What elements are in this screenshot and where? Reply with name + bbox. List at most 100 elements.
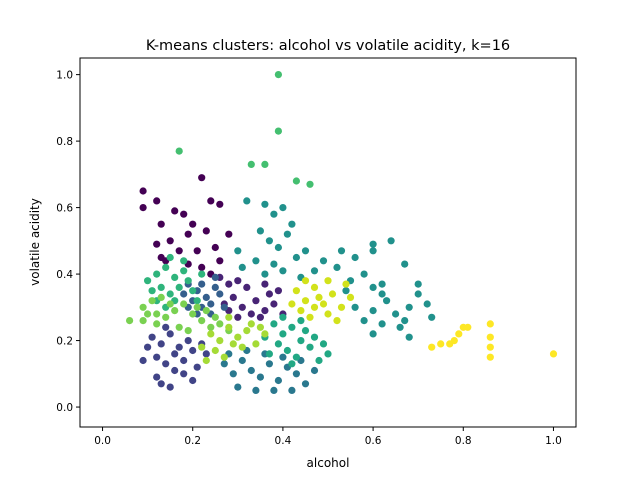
data-point xyxy=(292,370,300,378)
data-point xyxy=(171,350,179,358)
data-point xyxy=(288,300,296,308)
data-point xyxy=(279,330,287,338)
data-point xyxy=(270,260,278,268)
data-point xyxy=(157,340,165,348)
data-point xyxy=(180,370,188,378)
data-point xyxy=(126,317,134,325)
data-point xyxy=(486,343,494,351)
data-point xyxy=(301,327,310,335)
data-point xyxy=(401,260,409,268)
data-point xyxy=(175,147,183,155)
data-point xyxy=(238,356,246,365)
data-point xyxy=(189,220,197,228)
data-point xyxy=(189,310,197,318)
data-point xyxy=(229,293,237,301)
data-point xyxy=(157,283,165,291)
data-point xyxy=(337,247,346,255)
data-point xyxy=(279,353,287,361)
data-point xyxy=(301,380,310,388)
data-point xyxy=(396,323,404,331)
data-point xyxy=(193,303,201,311)
data-point xyxy=(292,253,300,262)
data-point xyxy=(256,373,264,381)
data-point xyxy=(310,267,319,275)
x-tick-label: 0.2 xyxy=(184,435,201,447)
data-point xyxy=(261,200,269,208)
data-point xyxy=(166,237,174,245)
plot-frame xyxy=(79,57,577,428)
data-point xyxy=(279,267,287,275)
data-point xyxy=(306,180,314,188)
data-point xyxy=(270,386,278,394)
data-point xyxy=(171,207,179,215)
data-point xyxy=(139,303,147,311)
data-point xyxy=(211,273,219,281)
data-point xyxy=(265,350,273,358)
data-point xyxy=(292,177,300,185)
data-point xyxy=(319,340,328,348)
data-point xyxy=(184,277,192,285)
x-tick-label: 0.8 xyxy=(455,435,472,447)
data-point xyxy=(207,300,215,308)
data-point xyxy=(288,386,296,394)
data-point xyxy=(383,297,391,305)
data-point xyxy=(234,383,242,391)
data-point xyxy=(274,287,282,295)
y-axis-label: volatile acidity xyxy=(28,198,42,286)
data-point xyxy=(288,360,296,368)
data-point xyxy=(207,197,215,205)
data-point xyxy=(166,383,174,391)
data-point xyxy=(220,353,228,361)
data-point xyxy=(243,197,251,205)
data-point xyxy=(202,356,210,365)
data-point xyxy=(198,343,206,351)
data-point xyxy=(369,247,377,255)
data-point xyxy=(153,197,161,205)
data-point xyxy=(252,386,260,394)
data-point xyxy=(198,174,206,182)
data-point xyxy=(378,320,386,328)
data-point xyxy=(414,290,422,298)
data-point xyxy=(261,270,269,278)
data-point xyxy=(229,370,237,378)
data-point xyxy=(162,360,170,368)
data-point xyxy=(324,310,332,318)
data-point xyxy=(310,303,319,311)
data-point xyxy=(270,300,278,308)
y-tick-label: 0.6 xyxy=(56,203,73,215)
data-point xyxy=(369,307,377,315)
data-point xyxy=(297,307,305,315)
data-point xyxy=(265,290,273,298)
data-point xyxy=(378,290,386,298)
data-point xyxy=(157,220,165,228)
data-point xyxy=(171,307,179,315)
data-point xyxy=(207,323,215,331)
data-point xyxy=(229,340,237,348)
data-point xyxy=(153,353,161,361)
x-tick-label: 0.4 xyxy=(275,435,292,447)
data-point xyxy=(283,230,291,238)
data-point xyxy=(216,290,224,298)
data-point xyxy=(211,283,219,291)
data-point xyxy=(202,293,210,301)
data-point xyxy=(346,293,355,301)
data-point xyxy=(310,366,319,375)
data-point xyxy=(252,297,260,305)
data-point xyxy=(279,313,287,321)
data-point xyxy=(184,230,192,238)
data-point xyxy=(437,340,445,348)
data-point xyxy=(166,330,174,338)
data-point xyxy=(274,340,282,348)
data-point xyxy=(310,283,319,291)
data-point xyxy=(166,300,174,308)
data-point xyxy=(180,290,188,298)
data-point xyxy=(153,320,161,328)
data-point xyxy=(220,360,228,368)
x-tick-label: 0.6 xyxy=(365,435,382,447)
data-point xyxy=(198,263,206,271)
data-point xyxy=(234,277,242,285)
data-point xyxy=(378,280,386,288)
data-point xyxy=(238,343,246,351)
data-point xyxy=(265,237,273,245)
